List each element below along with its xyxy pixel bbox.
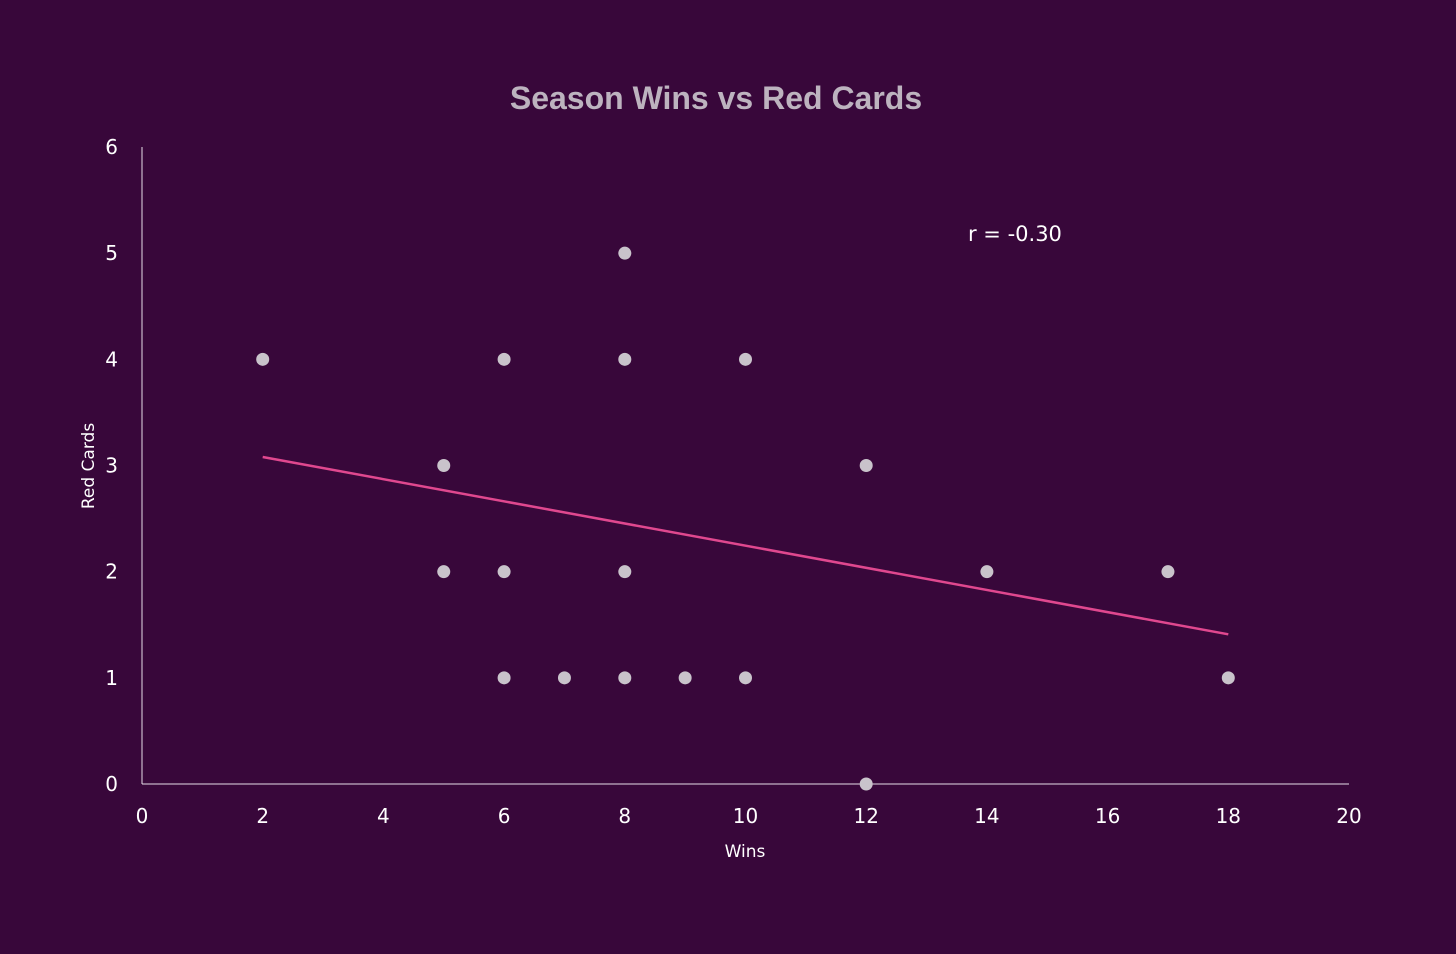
y-tick-label: 2 (105, 560, 118, 584)
data-point (437, 565, 451, 579)
data-point (618, 671, 632, 685)
y-tick-label: 5 (105, 241, 118, 265)
y-tick-label: 0 (105, 772, 118, 796)
data-point (437, 459, 451, 472)
data-point (256, 352, 270, 366)
y-axis-title: Red Cards (79, 423, 99, 509)
data-point (1161, 565, 1175, 579)
data-point (618, 565, 632, 579)
x-tick-label: 18 (1216, 804, 1241, 828)
y-tick-label: 6 (105, 135, 118, 159)
data-point (497, 565, 511, 579)
x-tick-label: 0 (136, 804, 149, 828)
data-points (256, 246, 1235, 791)
data-point (859, 459, 873, 472)
data-point (980, 565, 994, 579)
y-tick-labels: 0 1 2 3 4 5 6 (105, 135, 118, 796)
x-tick-label: 6 (498, 804, 511, 828)
correlation-annotation: r = -0.30 (968, 222, 1062, 246)
x-tick-label: 2 (256, 804, 269, 828)
x-axis-title: Wins (725, 842, 766, 862)
data-point (739, 671, 752, 685)
x-tick-label: 8 (618, 804, 631, 828)
x-tick-label: 20 (1336, 804, 1361, 828)
data-point (497, 352, 511, 366)
chart-title: Season Wins vs Red Cards (510, 80, 922, 116)
y-tick-label: 1 (105, 666, 118, 690)
trendline (262, 455, 1229, 636)
data-point (618, 246, 632, 260)
x-tick-label: 4 (377, 804, 390, 828)
data-point (557, 671, 571, 685)
x-tick-labels: 0 2 4 6 8 10 12 14 16 18 20 (136, 804, 1362, 828)
data-point (859, 777, 873, 791)
data-point (497, 671, 511, 685)
data-point (739, 352, 752, 366)
data-point (678, 671, 692, 685)
y-tick-label: 3 (105, 454, 118, 478)
x-tick-label: 12 (853, 804, 878, 828)
data-point (618, 352, 632, 366)
x-tick-label: 16 (1095, 804, 1120, 828)
x-tick-label: 14 (974, 804, 999, 828)
y-tick-label: 4 (105, 347, 118, 371)
x-tick-label: 10 (733, 804, 758, 828)
data-point (1221, 671, 1235, 685)
